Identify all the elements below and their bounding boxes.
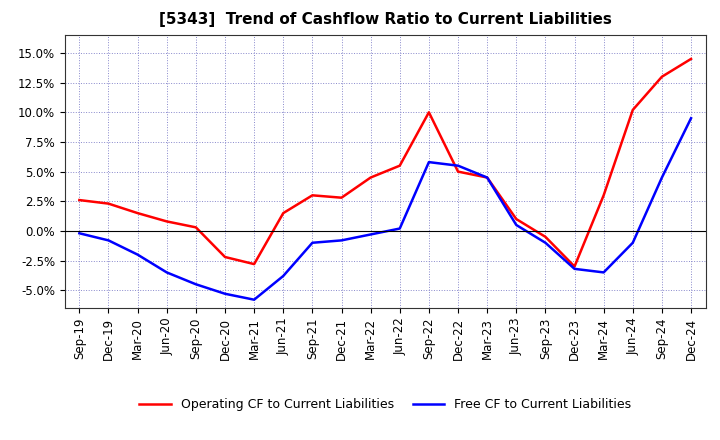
Free CF to Current Liabilities (220, 291, 229, 297)
Free CF to Current Liabilities (599, 270, 608, 275)
Operating CF to Current Liabilities (629, 107, 637, 113)
Line: Operating CF to Current Liabilities: Operating CF to Current Liabilities (79, 59, 691, 267)
Operating CF to Current Liabilities (192, 225, 200, 230)
Operating CF to Current Liabilities (657, 74, 666, 79)
Free CF to Current Liabilities (570, 266, 579, 271)
Free CF to Current Liabilities (395, 226, 404, 231)
Operating CF to Current Liabilities (687, 56, 696, 62)
Operating CF to Current Liabilities (308, 193, 317, 198)
Free CF to Current Liabilities (133, 252, 142, 257)
Free CF to Current Liabilities (512, 222, 521, 227)
Operating CF to Current Liabilities (366, 175, 375, 180)
Operating CF to Current Liabilities (279, 210, 287, 216)
Free CF to Current Liabilities (657, 175, 666, 180)
Free CF to Current Liabilities (541, 240, 550, 246)
Free CF to Current Liabilities (163, 270, 171, 275)
Free CF to Current Liabilities (75, 231, 84, 236)
Operating CF to Current Liabilities (75, 198, 84, 203)
Free CF to Current Liabilities (192, 282, 200, 287)
Free CF to Current Liabilities (687, 116, 696, 121)
Title: [5343]  Trend of Cashflow Ratio to Current Liabilities: [5343] Trend of Cashflow Ratio to Curren… (159, 12, 611, 27)
Operating CF to Current Liabilities (454, 169, 462, 174)
Free CF to Current Liabilities (250, 297, 258, 302)
Operating CF to Current Liabilities (395, 163, 404, 169)
Operating CF to Current Liabilities (220, 254, 229, 260)
Operating CF to Current Liabilities (483, 175, 492, 180)
Free CF to Current Liabilities (308, 240, 317, 246)
Operating CF to Current Liabilities (512, 216, 521, 222)
Free CF to Current Liabilities (454, 163, 462, 169)
Operating CF to Current Liabilities (570, 264, 579, 269)
Operating CF to Current Liabilities (104, 201, 113, 206)
Free CF to Current Liabilities (104, 238, 113, 243)
Operating CF to Current Liabilities (337, 195, 346, 200)
Operating CF to Current Liabilities (425, 110, 433, 115)
Operating CF to Current Liabilities (133, 210, 142, 216)
Legend: Operating CF to Current Liabilities, Free CF to Current Liabilities: Operating CF to Current Liabilities, Fre… (135, 393, 636, 416)
Free CF to Current Liabilities (483, 175, 492, 180)
Free CF to Current Liabilities (425, 159, 433, 165)
Free CF to Current Liabilities (366, 232, 375, 237)
Free CF to Current Liabilities (629, 240, 637, 246)
Line: Free CF to Current Liabilities: Free CF to Current Liabilities (79, 118, 691, 300)
Operating CF to Current Liabilities (541, 234, 550, 239)
Operating CF to Current Liabilities (163, 219, 171, 224)
Free CF to Current Liabilities (279, 273, 287, 279)
Operating CF to Current Liabilities (250, 261, 258, 267)
Operating CF to Current Liabilities (599, 193, 608, 198)
Free CF to Current Liabilities (337, 238, 346, 243)
